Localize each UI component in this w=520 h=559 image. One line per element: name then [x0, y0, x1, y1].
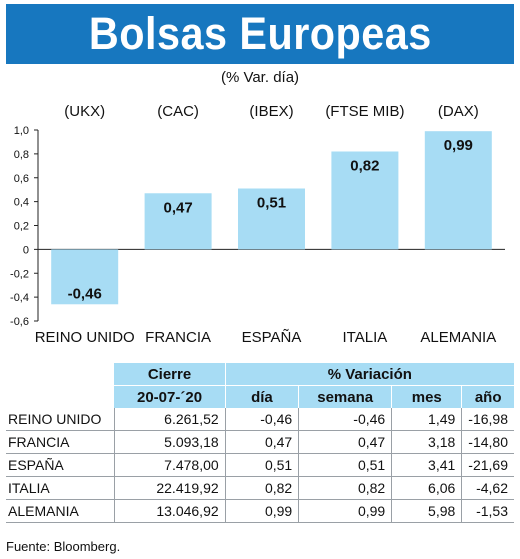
- table-subheader-row: 20-07-´20 día semana mes año: [6, 385, 514, 408]
- y-tick-label: -0,2: [10, 268, 29, 280]
- mes-cell: 6,06: [391, 476, 462, 500]
- bar-españa: [238, 188, 305, 250]
- semana-cell: 0,47: [298, 430, 392, 454]
- index-label: (UKX): [64, 103, 105, 120]
- y-tick-label: 0,6: [14, 173, 29, 185]
- table-row: REINO UNIDO 6.261,52 -0,46 -0,46 1,49 -16,98: [6, 408, 514, 431]
- data-label: 0,51: [257, 194, 286, 211]
- header-variacion: % Variación: [224, 363, 514, 386]
- data-label: 0,47: [163, 199, 192, 216]
- cierre-cell: 22.419,92: [113, 476, 226, 500]
- y-tick-label: 0,4: [14, 197, 29, 209]
- y-tick-label: -0,6: [10, 316, 29, 328]
- anio-cell: -4,62: [461, 476, 514, 500]
- source-note: Fuente: Bloomberg.: [6, 539, 121, 554]
- dia-cell: 0,99: [224, 499, 299, 523]
- index-label: (FTSE MIB): [325, 103, 404, 120]
- country-cell: ALEMANIA: [6, 499, 115, 523]
- header-semana: semana: [298, 385, 392, 408]
- index-label: (IBEX): [249, 103, 293, 120]
- index-label: (DAX): [438, 103, 479, 120]
- stats-table: Cierre % Variación 20-07-´20 día semana …: [6, 363, 514, 523]
- mes-cell: 5,98: [391, 499, 462, 523]
- chart-subtitle: (% Var. día): [220, 69, 300, 86]
- y-tick-label: 1,0: [14, 125, 29, 137]
- table-row: ITALIA 22.419,92 0,82 0,82 6,06 -4,62: [6, 476, 514, 500]
- header-anio: año: [461, 385, 514, 408]
- chart-title: Bolsas Europeas: [88, 8, 432, 59]
- table-body: REINO UNIDO 6.261,52 -0,46 -0,46 1,49 -16,98 F…: [6, 408, 514, 523]
- semana-cell: 0,99: [298, 499, 392, 523]
- dia-cell: 0,47: [224, 430, 299, 454]
- anio-cell: -1,53: [461, 499, 514, 523]
- category-label: FRANCIA: [145, 329, 211, 346]
- header-cierre: Cierre: [114, 363, 226, 386]
- y-tick-label: 0: [23, 244, 29, 256]
- country-cell: ESPAÑA: [6, 453, 115, 477]
- country-cell: FRANCIA: [6, 430, 115, 454]
- index-label: (CAC): [157, 103, 199, 120]
- bar-reino-unido: [51, 249, 119, 305]
- anio-cell: -14,80: [461, 430, 514, 454]
- header-dia: día: [224, 385, 299, 408]
- data-label: 0,82: [350, 157, 379, 174]
- header-mes: mes: [391, 385, 462, 408]
- y-tick-label: 0,8: [14, 149, 29, 161]
- semana-cell: 0,82: [298, 476, 392, 500]
- y-tick-label: 0,2: [14, 221, 29, 233]
- bar-chart: 1,0 0,8 0,6 0,4 0,2 0 -0,2 -0,4 -0,6 -0,46 (UKX) RE…: [10, 103, 505, 346]
- semana-cell: -0,46: [298, 408, 392, 431]
- title-banner: Bolsas Europeas: [6, 4, 514, 64]
- cierre-cell: 6.261,52: [113, 408, 226, 431]
- y-tick-label: -0,4: [10, 292, 29, 304]
- dia-cell: 0,82: [224, 476, 299, 500]
- cierre-cell: 13.046,92: [113, 499, 226, 523]
- table-row: ESPAÑA 7.478,00 0,51 0,51 3,41 -21,69: [6, 453, 514, 477]
- anio-cell: -21,69: [461, 453, 514, 477]
- table-row: FRANCIA 5.093,18 0,47 0,47 3,18 -14,80: [6, 430, 514, 454]
- mes-cell: 3,41: [391, 453, 462, 477]
- data-label: 0,99: [444, 137, 473, 154]
- dia-cell: -0,46: [224, 408, 299, 431]
- mes-cell: 1,49: [391, 408, 462, 431]
- category-label: ALEMANIA: [420, 329, 496, 346]
- bar-francia: [144, 193, 212, 250]
- country-cell: REINO UNIDO: [6, 408, 115, 431]
- header-date: 20-07-´20: [114, 385, 226, 408]
- semana-cell: 0,51: [298, 453, 392, 477]
- bar-italia: [331, 151, 399, 250]
- cierre-cell: 7.478,00: [113, 453, 226, 477]
- category-label: ESPAÑA: [242, 329, 302, 346]
- data-label: -0,46: [68, 285, 102, 302]
- category-label: ITALIA: [343, 329, 388, 346]
- table-header-row: Cierre % Variación: [6, 363, 514, 386]
- bar-alemania: [424, 131, 492, 250]
- country-cell: ITALIA: [6, 476, 115, 500]
- table-row: ALEMANIA 13.046,92 0,99 0,99 5,98 -1,53: [6, 499, 514, 523]
- mes-cell: 3,18: [391, 430, 462, 454]
- category-label: REINO UNIDO: [35, 329, 135, 346]
- dia-cell: 0,51: [224, 453, 299, 477]
- anio-cell: -16,98: [461, 408, 514, 431]
- cierre-cell: 5.093,18: [113, 430, 226, 454]
